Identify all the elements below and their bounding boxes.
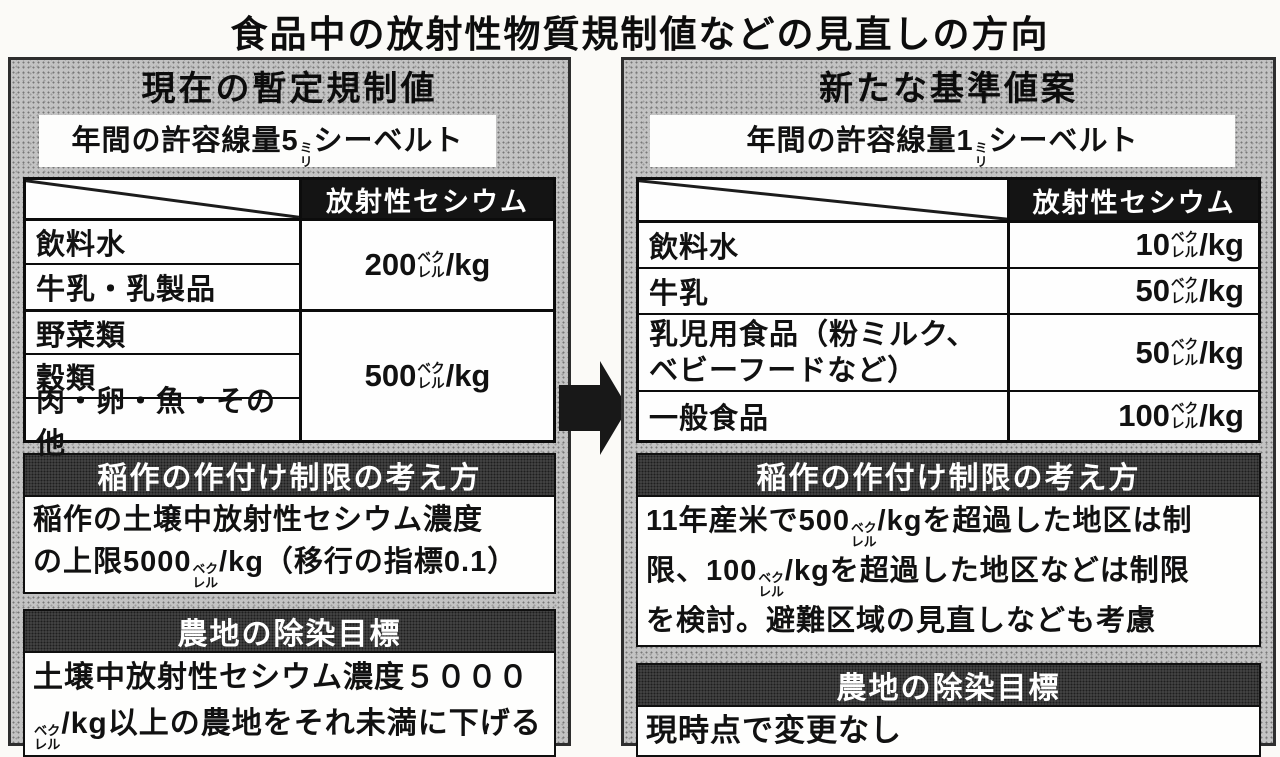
stacked-unit: ベク レル: [1170, 229, 1199, 260]
stacked-unit: ベク レル: [192, 560, 219, 590]
stacked-unit: ベク レル: [417, 249, 445, 280]
diagonal-slash: [26, 180, 299, 218]
item-meat-egg-fish-other: 肉・卵・魚・その他: [26, 386, 299, 460]
item-drinking-water: 飲料水: [639, 220, 1008, 267]
item-grains: 穀類: [26, 353, 299, 397]
table-corner-cell: [26, 180, 299, 218]
body-text-line: の上限5000 ベク レル/kg（移行の指標0.1）: [33, 546, 518, 590]
table-corner-cell: [639, 180, 1007, 220]
body-text-line: を検討。避難区域の見直しなども考慮: [646, 605, 1157, 638]
stacked-unit: ベク レル: [1170, 275, 1199, 306]
limit-value-50-infant: 50 ベク レル/kg: [1007, 313, 1258, 390]
proposed-cesium-table: 放射性セシウム 飲料水 10 ベク レル/kg 牛乳 50 ベク レル/kg 乳児用食品…: [636, 177, 1261, 443]
current-decontamination-body: 土壌中放射性セシウム濃度５０００ ベク レル/kg以上の農地をそれ未満に下げる: [23, 653, 556, 757]
current-values-panel: 現在の暫定規制値 年間の許容線量5 ミリシーベルト 放射性セシウム 飲料水 200…: [8, 57, 571, 757]
limit-value-500: 500 ベク レル/kg: [298, 309, 553, 440]
current-decontamination-heading: 農地の除染目標: [23, 609, 556, 654]
current-cesium-table: 放射性セシウム 飲料水 200 ベク レル/kg 牛乳・乳製品 野菜類 500 ベクレ…: [23, 177, 556, 460]
body-text-line: 稲作の土壌中放射性セシウム濃度: [33, 504, 484, 536]
item-general-food: 一般食品: [639, 390, 1008, 440]
stacked-unit: ミリ: [299, 139, 313, 169]
stacked-unit: ベク レル: [417, 360, 445, 391]
proposed-values-panel: 新たな基準値案 年間の許容線量1 ミリシーベルト 放射性セシウム 飲料水 10 ベク…: [621, 57, 1276, 757]
proposed-annual-dose-bar: 年間の許容線量1 ミリシーベルト: [650, 115, 1235, 169]
proposed-decontamination-body: 現時点で変更なし: [636, 707, 1261, 757]
item-drinking-water: 飲料水: [26, 218, 299, 263]
item-vegetables: 野菜類: [26, 309, 299, 353]
page-title: 食品中の放射性物質規制値などの見直しの方向: [230, 14, 1050, 55]
limit-value-10: 10 ベク レル/kg: [1007, 220, 1258, 267]
proposed-panel-title: 新たな基準値案: [819, 70, 1078, 108]
current-panel-title: 現在の暫定規制値: [141, 70, 438, 108]
body-text-line: 限、100 ベク レル/kgを超過した地区などは制限: [646, 555, 1190, 599]
item-milk-dairy: 牛乳・乳製品: [26, 263, 299, 309]
cesium-column-header: 放射性セシウム: [298, 180, 553, 218]
stacked-unit: ベク レル: [851, 519, 877, 549]
stacked-unit: ベク レル: [1170, 337, 1199, 368]
transition-arrow-icon: [559, 361, 628, 455]
current-rice-restriction-heading: 稲作の作付け制限の考え方: [23, 453, 556, 497]
body-text-line: ベク レル/kg以上の農地をそれ未満に下げる: [34, 707, 542, 753]
item-milk: 牛乳: [639, 267, 1008, 313]
proposed-decontamination-heading: 農地の除染目標: [636, 663, 1261, 708]
limit-value-200: 200 ベク レル/kg: [298, 218, 553, 309]
proposed-rice-restriction-heading: 稲作の作付け制限の考え方: [636, 453, 1261, 497]
proposed-rice-restriction-body: 11年産米で500 ベク レル/kgを超過した地区は制 限、100 ベク レル/kgを超…: [636, 497, 1261, 648]
stacked-unit: ミリ: [974, 139, 988, 169]
stacked-unit: ベク レル: [758, 569, 784, 599]
body-text-line: 土壌中放射性セシウム濃度５０００: [33, 661, 529, 695]
body-text-line: 11年産米で500 ベク レル/kgを超過した地区は制: [646, 505, 1193, 549]
diagonal-slash: [639, 180, 1007, 220]
cesium-column-header: 放射性セシウム: [1007, 180, 1258, 220]
body-text-line: 現時点で変更なし: [646, 713, 902, 749]
current-rice-restriction-body: 稲作の土壌中放射性セシウム濃度 の上限5000 ベク レル/kg（移行の指標0.1）: [23, 497, 556, 595]
limit-value-100: 100 ベク レル/kg: [1007, 390, 1258, 440]
limit-value-50-milk: 50 ベク レル/kg: [1007, 267, 1258, 313]
stacked-unit: ベク レル: [1170, 400, 1199, 431]
current-annual-dose-bar: 年間の許容線量5 ミリシーベルト: [39, 115, 496, 169]
item-infant-food: 乳児用食品（粉ミルク、ベビーフードなど）: [639, 313, 1008, 390]
